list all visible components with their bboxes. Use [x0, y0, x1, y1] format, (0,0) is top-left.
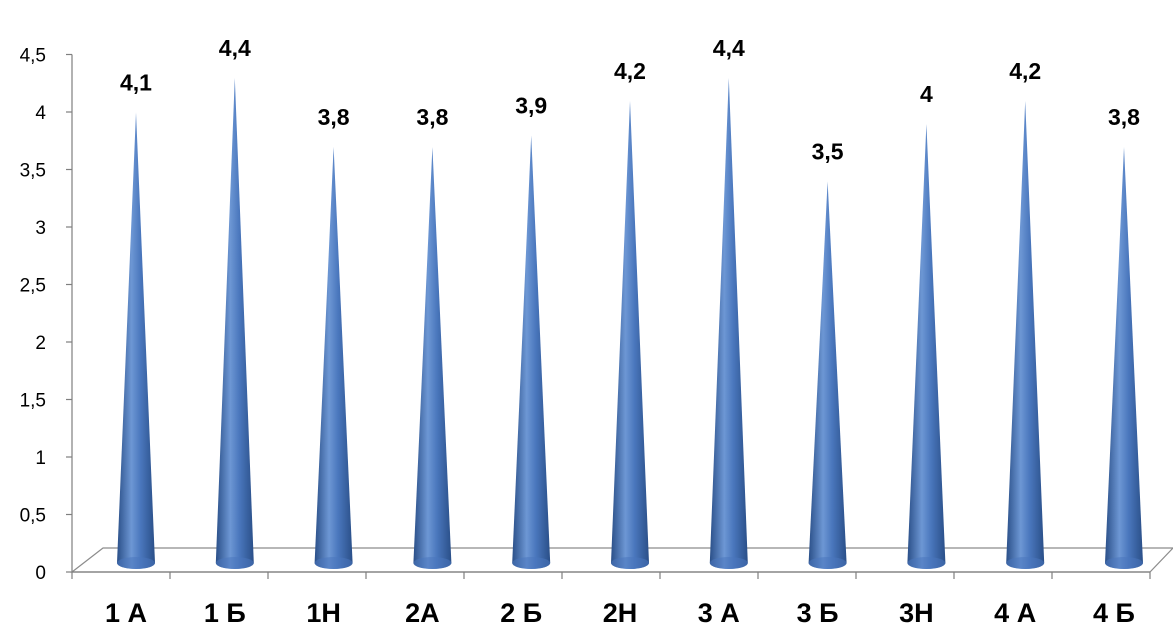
bar-cone — [413, 147, 452, 569]
x-category-label: 4 Б — [1093, 598, 1135, 628]
bar-cone — [907, 124, 946, 569]
bar-cone — [314, 147, 353, 569]
cone-body — [413, 147, 452, 569]
bar-cone — [709, 78, 748, 569]
cone-body — [1006, 101, 1045, 569]
data-label: 4,4 — [713, 35, 745, 61]
axes — [71, 54, 1151, 579]
cone-body — [808, 181, 847, 569]
bars — [117, 78, 1143, 569]
bar-cone — [215, 78, 254, 569]
y-tick-label: 0,5 — [20, 506, 46, 527]
bar-cone — [1006, 101, 1045, 569]
x-category-label: 2Н — [603, 598, 638, 628]
cone-body — [709, 78, 748, 569]
data-labels: 4,1 4,4 3,8 3,8 3,9 4,2 4,4 3,5 4 4,2 3,8 — [120, 35, 1140, 165]
data-label: 4,4 — [219, 35, 251, 61]
bar-cone — [117, 112, 155, 569]
cone-base — [709, 557, 748, 569]
y-tick-label: 3 — [35, 218, 46, 239]
cone-base — [314, 557, 353, 569]
x-axis-categories: 1 А 1 Б 1Н 2А 2 Б 2Н 3 А 3 Б 3Н 4 А 4 Б — [105, 598, 1135, 628]
cone-body — [314, 147, 353, 569]
bar-cone — [808, 181, 847, 569]
x-category-label: 3 Б — [797, 598, 839, 628]
y-tick-label: 2 — [35, 333, 46, 354]
data-label: 3,8 — [416, 104, 448, 130]
data-label: 4,2 — [614, 58, 646, 84]
data-label: 3,8 — [318, 104, 350, 130]
x-category-label: 3 А — [698, 598, 740, 628]
cone-body — [611, 101, 649, 569]
x-category-label: 1 А — [105, 598, 147, 628]
data-label: 4,1 — [120, 70, 152, 96]
cone-base — [215, 557, 254, 569]
cone-body — [512, 135, 551, 569]
x-category-label: 1Н — [306, 598, 341, 628]
x-category-label: 2А — [405, 598, 440, 628]
y-axis-ticks: 0 0,5 1 1,5 2 2,5 3 3,5 4 4,5 — [20, 46, 72, 584]
data-label: 3,9 — [515, 93, 547, 119]
y-tick-label: 2,5 — [20, 276, 46, 297]
y-tick-label: 4,5 — [20, 46, 46, 67]
cone-base — [512, 557, 551, 569]
y-tick-label: 1 — [35, 448, 46, 469]
y-tick-label: 1,5 — [20, 391, 46, 412]
cone-body — [117, 112, 155, 569]
cone-base — [907, 557, 946, 569]
cone-base — [413, 557, 452, 569]
cone-body — [907, 124, 946, 569]
cone-base — [1105, 557, 1143, 569]
y-tick-label: 4 — [35, 103, 46, 124]
x-category-label: 1 Б — [204, 598, 246, 628]
y-tick-label: 0 — [35, 563, 46, 584]
data-label: 3,8 — [1108, 104, 1140, 130]
cone-base — [1006, 557, 1045, 569]
x-category-label: 2 Б — [500, 598, 542, 628]
cone-base — [611, 557, 649, 569]
x-category-label: 4 А — [994, 598, 1036, 628]
cone-base — [117, 557, 155, 569]
bar-cone — [512, 135, 551, 569]
bar-cone — [611, 101, 649, 569]
y-tick-label: 3,5 — [20, 161, 46, 182]
cone-body — [215, 78, 254, 569]
data-label: 4,2 — [1009, 58, 1041, 84]
x-category-label: 3Н — [899, 598, 934, 628]
data-label: 4 — [920, 81, 933, 107]
bar-cone — [1105, 147, 1143, 569]
cone-body — [1105, 147, 1143, 569]
data-label: 3,5 — [812, 139, 844, 165]
cone-base — [808, 557, 847, 569]
